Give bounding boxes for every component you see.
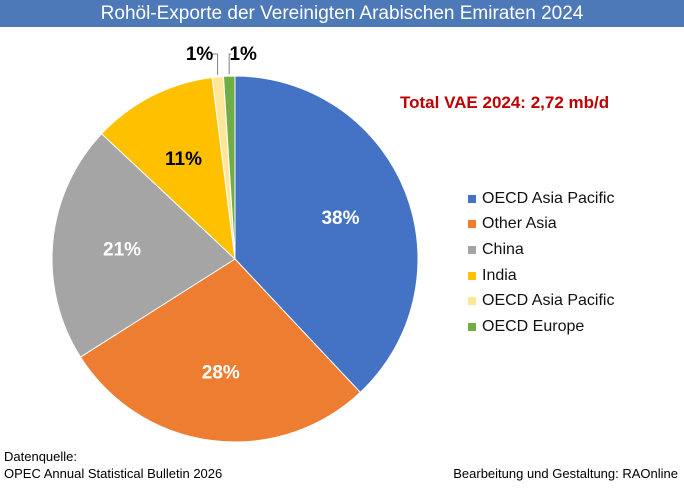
data-source: Datenquelle: OPEC Annual Statistical Bul… — [4, 448, 222, 482]
legend-swatch — [468, 322, 476, 331]
legend-label: India — [482, 266, 517, 284]
legend-label: OECD Asia Pacific — [482, 189, 615, 207]
slice-label-china-2: 21% — [103, 239, 141, 260]
legend-swatch — [468, 194, 476, 203]
leader-line-oecd-asia-pacific-4 — [211, 53, 219, 75]
legend-label: China — [482, 240, 524, 258]
legend-item-other-asia: Other Asia — [468, 212, 614, 238]
legend-item-oecd-asia-pacific: OECD Asia Pacific — [468, 186, 614, 212]
slice-label-oecd-europe-5: 1% — [229, 44, 257, 65]
legend-swatch — [468, 297, 476, 306]
legend-swatch — [468, 271, 476, 280]
legend-swatch — [468, 245, 476, 254]
credit-line: Bearbeitung und Gestaltung: RAOnline — [453, 466, 678, 481]
slice-label-other-asia-1: 28% — [202, 363, 240, 384]
pie-slice-oecd-asia-pacific-0 — [234, 75, 419, 394]
legend-swatch — [468, 220, 476, 229]
pie-slice-india-3 — [100, 76, 236, 261]
legend-item-india: India — [468, 263, 614, 289]
legend-label: OECD Europe — [482, 317, 585, 335]
data-source-text: OPEC Annual Statistical Bulletin 2026 — [4, 466, 223, 481]
total-exports-label: Total VAE 2024: 2,72 mb/d — [400, 93, 610, 112]
slice-label-india-3: 11% — [165, 149, 202, 170]
slice-label-oecd-asia-pacific-0: 38% — [321, 208, 359, 229]
pie-slice-other-asia-1 — [79, 258, 361, 443]
slice-label-oecd-asia-pacific-4: 1% — [186, 44, 214, 65]
chart-title: Rohöl-Exporte der Vereinigten Arabischen… — [0, 0, 684, 27]
legend-item-oecd-europe: OECD Europe — [468, 314, 614, 340]
leader-line-oecd-europe-5 — [228, 53, 232, 75]
legend-item-china: China — [468, 237, 614, 263]
legend-label: Other Asia — [482, 215, 557, 233]
legend: OECD Asia Pacific Other Asia China India… — [468, 186, 614, 340]
legend-label: OECD Asia Pacific — [482, 292, 615, 310]
pie-slice-china-2 — [51, 133, 236, 358]
legend-item-oecd-asia-pacific-2: OECD Asia Pacific — [468, 288, 614, 314]
data-source-heading: Datenquelle: — [4, 449, 77, 464]
pie-slice-oecd-europe-5 — [222, 75, 236, 260]
